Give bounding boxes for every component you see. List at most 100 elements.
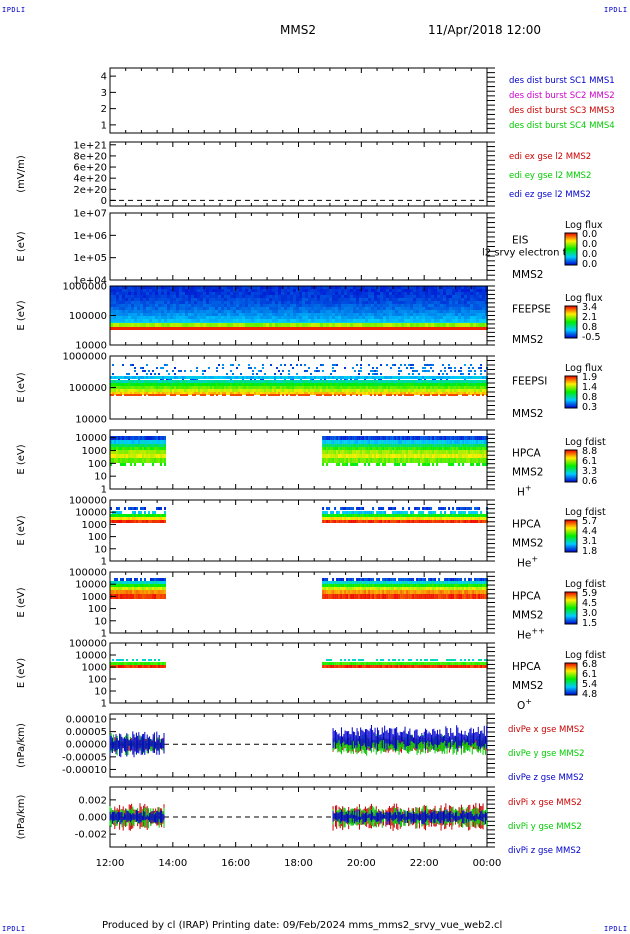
feepsi-cell	[138, 392, 140, 395]
feepse-cell	[452, 292, 455, 295]
feepsi-cell	[218, 380, 220, 383]
hpca-cell	[358, 436, 361, 440]
feepsi-cell	[296, 383, 298, 386]
feepsi-cell	[376, 389, 378, 392]
feepse-cell	[422, 323, 425, 327]
feepsi-cell	[254, 392, 256, 395]
feepsi-cell	[314, 370, 316, 372]
feepse-cell	[221, 323, 224, 327]
feepsi-cell	[344, 386, 346, 389]
feepse-cell	[254, 289, 257, 292]
feepse-cell	[383, 295, 386, 298]
hpca-cell	[126, 517, 128, 520]
feepse-cell	[230, 323, 233, 327]
hpca-cell	[420, 444, 423, 447]
feepse-cell	[320, 286, 323, 289]
hpca-cell	[378, 463, 381, 466]
feepsi-cell	[368, 364, 370, 366]
feepse-cell	[257, 301, 260, 304]
feepsi-cell	[136, 383, 138, 386]
feepsi-cell	[132, 383, 134, 386]
feepse-cell	[284, 313, 287, 316]
feepsi-cell	[316, 389, 318, 392]
feepsi-cell	[362, 392, 364, 395]
feepse-cell	[311, 298, 314, 301]
feepse-cell	[446, 289, 449, 292]
colorbar-tick-label: 0.3	[582, 402, 597, 413]
feepsi-cell	[442, 383, 444, 386]
feepse-cell	[371, 295, 374, 298]
feepsi-cell	[390, 367, 392, 369]
feepse-cell	[311, 289, 314, 292]
feepsi-cell	[474, 392, 476, 395]
hpca-cell	[478, 436, 481, 440]
feepse-cell	[425, 298, 428, 301]
feepse-cell	[176, 304, 179, 307]
feepse-cell	[365, 313, 368, 316]
feepse-cell	[167, 316, 170, 319]
feepse-cell	[314, 286, 317, 289]
hpca-cell	[146, 454, 148, 458]
feepse-cell	[176, 327, 179, 330]
feepse-cell	[281, 319, 284, 322]
hpca-cell	[366, 450, 369, 454]
feepse-cell	[434, 298, 437, 301]
hpca-cell	[386, 444, 389, 447]
feepse-cell	[416, 295, 419, 298]
feepse-cell	[350, 310, 353, 313]
hpca-cell	[362, 436, 365, 440]
feepse-cell	[383, 313, 386, 316]
feepsi-cell	[404, 364, 406, 366]
feepse-cell	[275, 316, 278, 319]
feepse-cell	[110, 301, 113, 304]
feepse-cell	[143, 295, 146, 298]
hpca-cell	[164, 440, 166, 444]
feepsi-cell	[386, 364, 388, 366]
feepse-cell	[158, 310, 161, 313]
feepse-cell	[461, 304, 464, 307]
hpca-cell	[120, 463, 122, 466]
hpca-cell	[154, 436, 156, 440]
feepsi-cell	[134, 367, 136, 369]
hpca-cell	[142, 447, 144, 450]
hpca-cell	[326, 454, 329, 458]
feepsi-cell	[458, 376, 460, 379]
hpca-cell	[384, 436, 387, 440]
feepsi-cell	[448, 386, 450, 389]
feepsi-cell	[258, 383, 260, 386]
hpca-cell	[438, 450, 441, 454]
feepsi-cell	[114, 380, 116, 383]
hpca-cell	[464, 450, 467, 454]
feepsi-cell	[412, 380, 414, 383]
feepse-cell	[482, 316, 485, 319]
feepse-cell	[182, 286, 185, 289]
feepse-cell	[245, 301, 248, 304]
feepse-cell	[320, 323, 323, 327]
feepse-cell	[329, 292, 332, 295]
feepse-cell	[446, 295, 449, 298]
feepse-cell	[155, 301, 158, 304]
hpca-cell	[344, 514, 347, 517]
feepse-cell	[455, 307, 458, 310]
feepse-cell	[260, 289, 263, 292]
feepse-cell	[368, 316, 371, 319]
feepse-cell	[176, 316, 179, 319]
feepse-cell	[188, 304, 191, 307]
feepse-cell	[482, 323, 485, 327]
hpca-cell	[160, 436, 162, 440]
feepsi-cell	[392, 386, 394, 389]
feepse-cell	[455, 310, 458, 313]
feepse-cell	[350, 313, 353, 316]
feepse-cell	[230, 307, 233, 310]
feepse-cell	[230, 313, 233, 316]
hpca-cell	[124, 514, 126, 517]
feepsi-cell	[122, 380, 124, 383]
feepse-cell	[221, 319, 224, 322]
feepse-cell	[434, 313, 437, 316]
feepsi-cell	[408, 373, 410, 375]
feepse-cell	[314, 295, 317, 298]
feepse-cell	[197, 323, 200, 327]
hpca-cell	[358, 458, 361, 463]
hpca-cell	[454, 440, 457, 444]
feepsi-cell	[402, 389, 404, 392]
